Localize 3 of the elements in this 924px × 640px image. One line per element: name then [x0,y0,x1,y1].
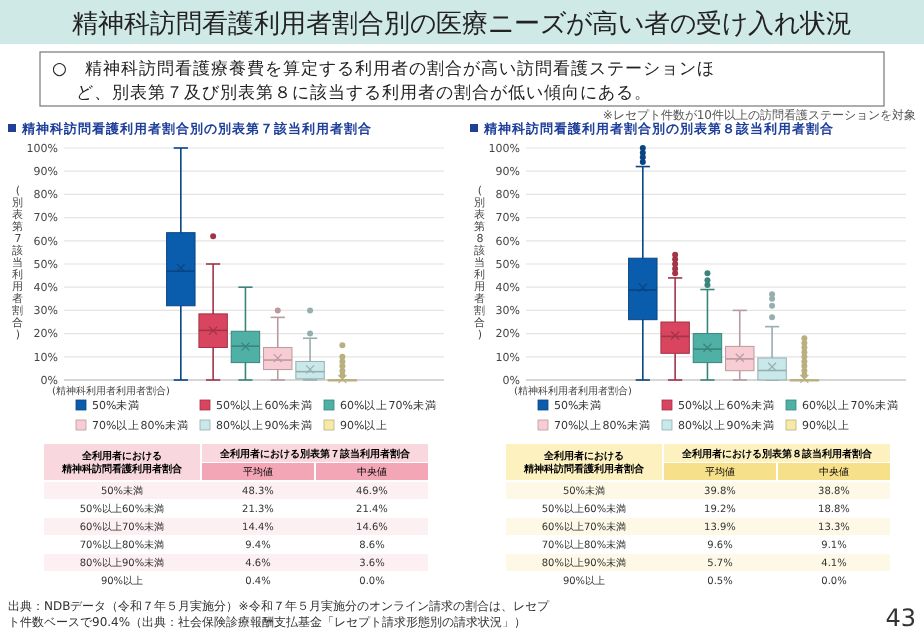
text: 精神科訪問看護利用者割合別の医療ニーズが高い者の受け入れ状況 [72,8,852,40]
text: ○ 精神科訪問看護療養費を算定する利用者の割合が高い訪問看護ステーションほど、別表第７及び別表第８に該当する利用者の割合が低い傾向にある。 [52,58,715,104]
text: 43 [885,604,916,632]
